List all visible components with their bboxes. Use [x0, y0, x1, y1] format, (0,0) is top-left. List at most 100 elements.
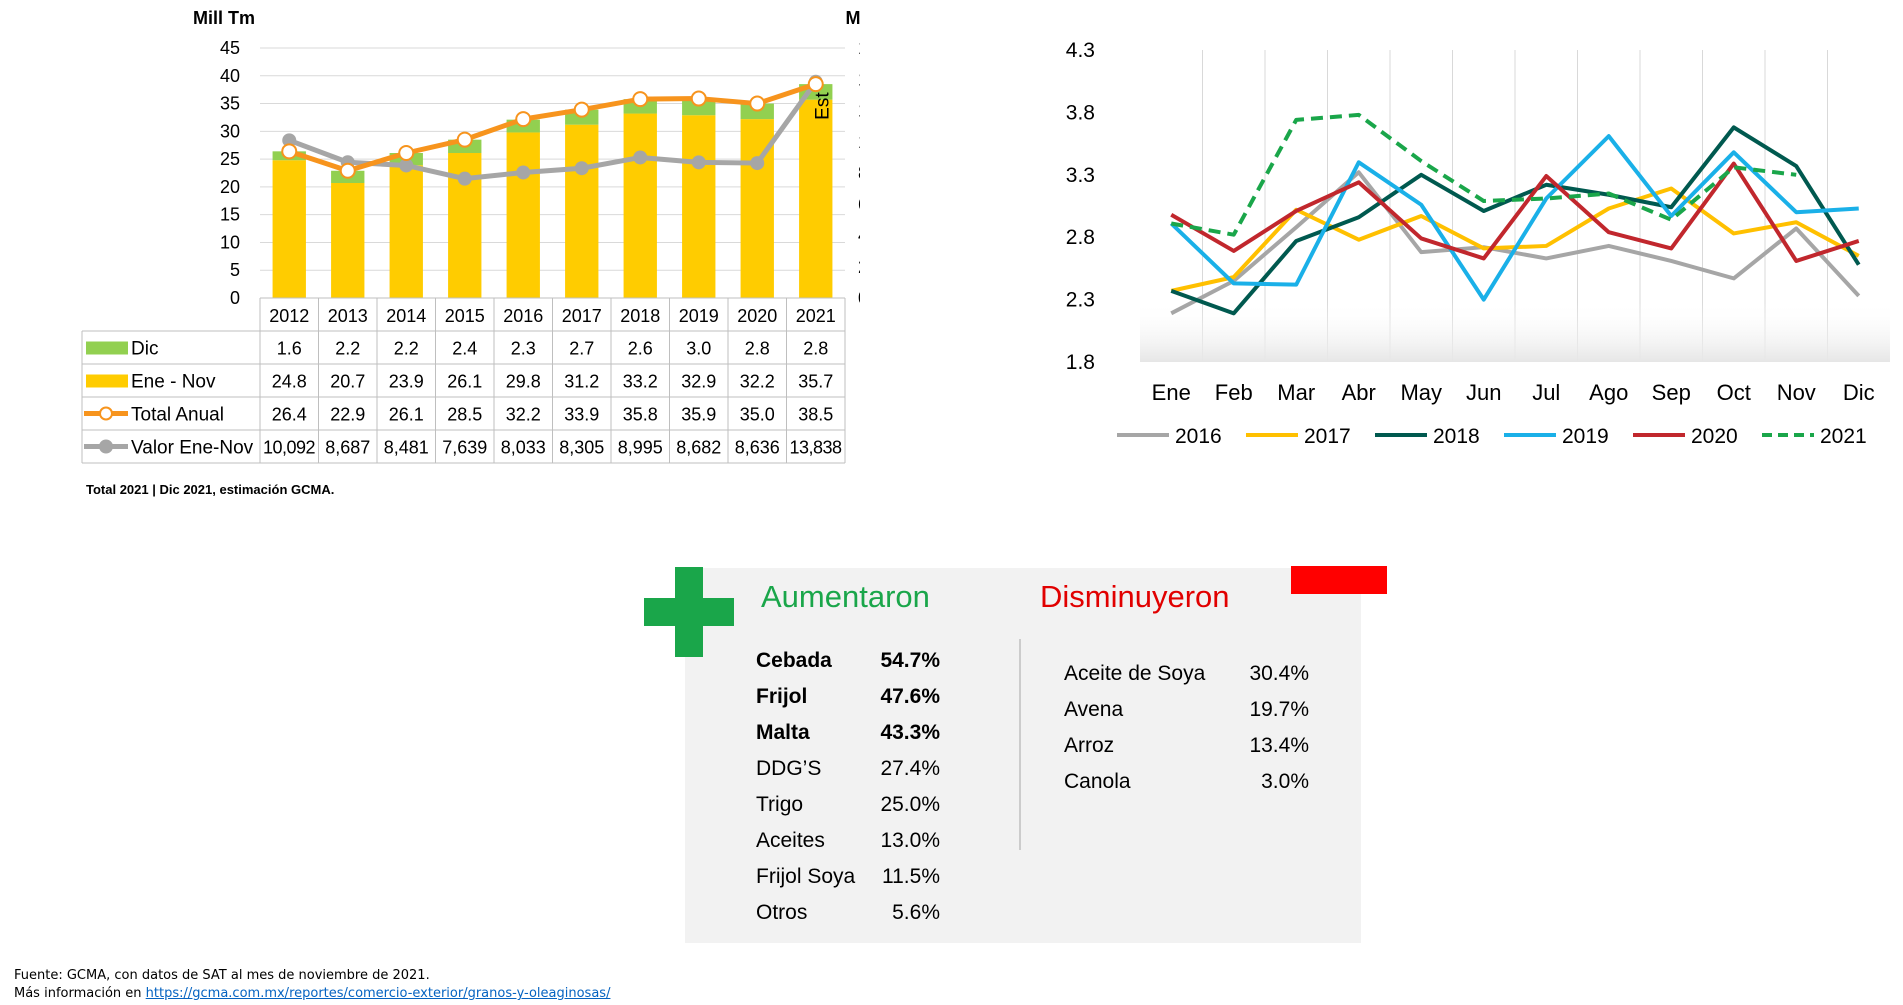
y-axis-tick: 3.8: [1066, 101, 1095, 124]
total-anual-marker: [632, 91, 649, 108]
table-value: 33.2: [623, 372, 658, 392]
series-line-2021: [1170, 112, 1797, 237]
total-anual-marker: [807, 76, 824, 93]
legend-key-marker: [99, 406, 113, 421]
table-value: 8,682: [676, 438, 721, 458]
table-value: 2.8: [803, 339, 828, 359]
legend-label: 2019: [1562, 425, 1609, 448]
y-axis-tick: 1.8: [1066, 351, 1095, 374]
table-value: 35.8: [623, 405, 658, 425]
total-anual-marker: [339, 162, 356, 179]
legend-label: 2017: [1304, 425, 1351, 448]
x-axis-category: Feb: [1215, 380, 1253, 405]
table-value: 32.2: [506, 405, 541, 425]
valor-ene-nov-marker: [516, 165, 531, 180]
valor-ene-nov-marker: [633, 150, 648, 165]
left-axis-tick: 25: [220, 149, 240, 169]
valor-ene-nov-marker: [691, 155, 706, 170]
left-axis-tick: 15: [220, 205, 240, 225]
x-axis-category: Dic: [1843, 380, 1875, 405]
legend-label: 2020: [1691, 425, 1738, 448]
table-value: 8,033: [501, 438, 546, 458]
decreased-title: Disminuyeron: [1040, 579, 1230, 614]
footer-more-prefix: Más información en: [14, 986, 146, 1001]
right-axis-tick: 2,000: [858, 257, 860, 277]
table-value: 2.2: [394, 339, 419, 359]
table-value: 2.4: [452, 339, 477, 359]
footer-link[interactable]: https://gcma.com.mx/reportes/comercio-ex…: [145, 986, 611, 1001]
series-line-2020: [1170, 161, 1860, 263]
decreased-item-pct: 3.0%: [1261, 770, 1309, 793]
right-axis-tick: 10,000: [858, 132, 860, 152]
footer-source: Fuente: GCMA, con datos de SAT al mes de…: [14, 968, 430, 983]
table-value: 35.0: [740, 405, 775, 425]
bar-ene-nov: [682, 115, 716, 298]
decreased-item-name: Aceite de Soya: [1064, 662, 1206, 685]
x-axis-category: 2013: [328, 306, 368, 326]
decreased-item-name: Avena: [1064, 698, 1123, 721]
increased-item-name: Aceites: [756, 829, 825, 852]
table-value: 26.4: [272, 405, 307, 425]
increased-item-name: Malta: [756, 721, 810, 744]
increased-item-name: DDG’S: [756, 757, 821, 780]
right-axis-tick: 8,000: [858, 163, 860, 183]
total-anual-marker: [456, 131, 473, 148]
legend-label: 2016: [1175, 425, 1222, 448]
right-axis-tick: 14,000: [858, 69, 860, 89]
table-value: 2.8: [745, 339, 770, 359]
table-value: 23.9: [389, 372, 424, 392]
left-axis-title: Mill Tm: [193, 8, 255, 28]
right-axis-tick: 6,000: [858, 194, 860, 214]
increased-item-pct: 27.4%: [880, 757, 940, 780]
increased-item-name: Trigo: [756, 793, 803, 816]
right-axis-tick: 0: [858, 288, 860, 308]
table-value: 32.9: [681, 372, 716, 392]
legend-label: 2018: [1433, 425, 1480, 448]
monthly-price-line-chart: 4.3 3.8 3.3 2.8 2.3 1.8 Ene Feb Mar Abr May Jun Jul A…: [1066, 39, 1890, 448]
increased-item-name: Cebada: [756, 649, 832, 672]
decreased-item-pct: 19.7%: [1249, 698, 1309, 721]
increased-item-pct: 11.5%: [882, 865, 940, 888]
total-anual-line: [288, 81, 817, 174]
series-line-2019: [1169, 134, 1859, 302]
increased-item-pct: 5.6%: [892, 901, 940, 924]
y-axis-tick: 2.3: [1066, 289, 1095, 312]
table-value: 10,092: [263, 438, 316, 458]
left-axis-tick: 45: [220, 38, 240, 58]
bar-ene-nov: [623, 113, 657, 298]
x-axis-category: Sep: [1652, 380, 1691, 405]
table-value: 2.7: [569, 339, 594, 359]
table-value: 38.5: [798, 405, 833, 425]
table-value: 35.7: [798, 372, 833, 392]
table-value: 29.8: [506, 372, 541, 392]
x-axis-category: 2019: [679, 306, 719, 326]
bar-ene-nov: [565, 124, 599, 299]
x-axis-category: Abr: [1342, 380, 1376, 405]
footer-more-info: Más información en https://gcma.com.mx/r…: [14, 986, 610, 1001]
legend-label: Valor Ene-Nov: [131, 438, 254, 459]
increased-item-name: Frijol: [756, 685, 807, 708]
x-axis-category: 2015: [445, 306, 485, 326]
table-value: 32.2: [740, 372, 775, 392]
total-anual-marker: [749, 95, 766, 112]
plot-floor-shade: [1140, 302, 1890, 362]
legend-key-dic: [86, 341, 128, 355]
x-axis-category: Ago: [1589, 380, 1628, 405]
valor-ene-nov-marker: [574, 161, 589, 176]
table-value: 8,995: [618, 438, 663, 458]
total-anual-marker: [690, 90, 707, 107]
x-axis-category: Ene: [1152, 380, 1191, 405]
table-value: 3.0: [686, 339, 711, 359]
bar-ene-nov: [506, 132, 540, 298]
x-axis-category: 2021: [796, 306, 836, 326]
legend-label: 2021: [1820, 425, 1867, 448]
table-value: 8,687: [325, 438, 370, 458]
left-axis-tick: 5: [230, 260, 240, 280]
total-anual-marker: [398, 145, 415, 161]
x-axis-category: 2020: [737, 306, 777, 326]
increased-item-pct: 54.7%: [880, 649, 940, 672]
y-axis-tick: 4.3: [1066, 39, 1095, 62]
increased-item-name: Frijol Soya: [756, 865, 856, 888]
bar-ene-nov: [272, 160, 306, 298]
increased-item-name: Otros: [756, 901, 807, 924]
